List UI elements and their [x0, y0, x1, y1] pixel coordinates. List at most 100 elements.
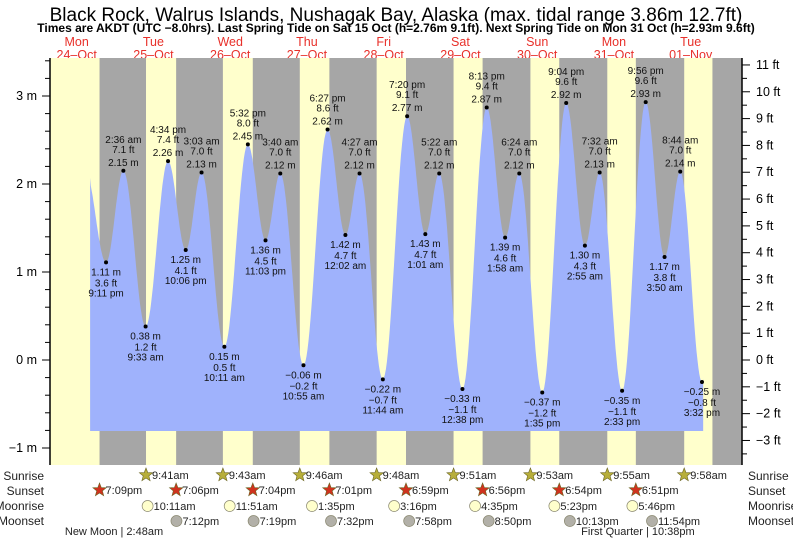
low-tide-point	[699, 380, 704, 384]
tide-time-label: 12:38 pm	[442, 415, 484, 426]
left-axis-label: −1 m	[9, 441, 37, 455]
tide-m-label: 2.26 m	[153, 148, 184, 159]
tide-ft-label: 7.4 ft	[157, 135, 179, 146]
moonrise-icon	[548, 500, 561, 512]
sunrise-time: 9:46am	[306, 470, 343, 482]
tide-time-label: 10:06 pm	[165, 276, 207, 287]
tide-m-label: 1.42 m	[330, 240, 361, 251]
tide-ft-label: 9.1 ft	[396, 90, 418, 101]
sunset-icon	[245, 482, 261, 497]
plot-area: 1.11 m3.6 ft9:11 pm 2:36 am7.1 ft 2.15 m 0.…	[50, 58, 742, 465]
tide-m-label: 1.30 m	[570, 251, 601, 262]
tide-time-label: 6:24 am	[501, 137, 537, 148]
high-tide-point	[357, 171, 362, 176]
tide-m-label: 1.25 m	[170, 255, 201, 266]
tide-time-label: 9:11 pm	[88, 288, 123, 299]
tide-m-label: 1.11 m	[91, 267, 121, 278]
tide-ft-label: −1.1 ft	[608, 407, 636, 418]
moonset-icon	[247, 515, 260, 527]
sunrise-icon	[599, 467, 615, 482]
high-tide-point	[325, 127, 330, 132]
tide-ft-label: 8.0 ft	[237, 118, 259, 129]
sunrise-time: 9:58am	[690, 470, 727, 482]
row-label-left: Sunrise	[3, 469, 44, 483]
tide-ft-label: 8.6 ft	[316, 103, 338, 114]
tide-m-label: 2.12 m	[504, 160, 535, 171]
high-tide-point	[597, 170, 602, 175]
moonset-time: 8:50pm	[495, 516, 532, 528]
tide-m-label: 0.38 m	[130, 332, 161, 343]
right-axis-label: 3 ft	[756, 273, 774, 287]
sunset-time: 7:01pm	[335, 485, 372, 497]
right-axis-label: −3 ft	[756, 433, 781, 447]
tide-time-label: 3:32 pm	[684, 408, 720, 419]
tide-time-label: 10:55 am	[283, 391, 325, 402]
row-label-left: Moonrise	[0, 499, 44, 513]
tide-time-label: 1:35 pm	[524, 419, 560, 430]
sunset-time: 7:09pm	[106, 485, 143, 497]
tide-time-label: 5:32 pm	[230, 108, 266, 119]
tide-time-label: 8:13 pm	[469, 71, 505, 82]
tide-ft-label: −1.2 ft	[528, 409, 556, 420]
moonrise-icon	[223, 500, 236, 512]
tide-time-label: 2:55 am	[567, 272, 603, 283]
moonrise-time: 4:35pm	[481, 501, 518, 513]
sunset-icon	[551, 482, 567, 497]
axes: 3 m 2 m 1 m 0 m −1 m 11 ft 10 ft 9 ft 8 ft 7 ft 6 …	[9, 58, 781, 465]
high-tide-point	[437, 171, 442, 176]
sunset-icon	[168, 482, 184, 497]
tide-m-label: 2.92 m	[551, 90, 582, 101]
day-label-weekday: Sat	[451, 35, 470, 49]
tide-time-label: 3:50 am	[646, 283, 682, 294]
tide-ft-label: 4.6 ft	[494, 254, 516, 265]
chart-subtitle: Times are AKDT (UTC −8.0hrs). Last Sprin…	[37, 21, 754, 35]
tide-ft-label: 7.0 ft	[190, 147, 212, 158]
tide-time-label: 9:56 pm	[628, 66, 664, 77]
moonset-icon	[646, 515, 658, 527]
right-axis-label: 10 ft	[756, 85, 781, 99]
sunset-time: 6:54pm	[565, 485, 602, 497]
moonset-time: 7:32pm	[337, 516, 374, 528]
tide-time-label: 1:58 am	[487, 264, 523, 275]
left-axis-label: 1 m	[16, 265, 37, 279]
moonset-time: 10:13pm	[576, 516, 619, 528]
high-tide-point	[278, 171, 283, 176]
tide-ft-label: 0.5 ft	[213, 363, 235, 374]
row-label-right: Sunrise	[748, 469, 789, 483]
right-axis-label: 8 ft	[756, 138, 774, 152]
tide-ft-label: 4.7 ft	[414, 250, 436, 261]
tide-ft-label: 7.0 ft	[589, 147, 611, 158]
row-label-right: Moonrise	[748, 499, 793, 513]
low-tide-point	[582, 243, 587, 248]
right-axis-label: −1 ft	[756, 380, 781, 394]
sunset-time: 7:04pm	[259, 485, 296, 497]
right-axis-label: 9 ft	[756, 112, 774, 126]
sunset-time: 7:06pm	[182, 485, 219, 497]
high-tide-point	[245, 142, 250, 147]
high-tide-point	[484, 105, 489, 110]
tide-m-label: 2.13 m	[584, 160, 615, 171]
right-axis-label: 4 ft	[756, 246, 774, 260]
right-axis-label: 1 ft	[756, 326, 774, 340]
low-tide-point	[104, 260, 109, 265]
tide-m-label: −0.22 m	[365, 384, 401, 395]
tide-ft-label: −0.8 ft	[688, 398, 716, 409]
sunrise-time: 9:55am	[613, 470, 650, 482]
tide-time-label: 7:20 pm	[389, 80, 425, 91]
tide-ft-label: 9.4 ft	[476, 81, 498, 92]
low-tide-point	[460, 387, 465, 392]
tide-time-label: 2:33 pm	[604, 417, 640, 428]
sunrise-time: 9:51am	[460, 470, 497, 482]
moonset-icon	[403, 515, 416, 527]
tide-time-label: 11:03 pm	[245, 266, 286, 277]
right-axis-label: −2 ft	[756, 407, 781, 421]
day-label-weekday: Thu	[296, 35, 318, 49]
row-label-left: Moonset	[0, 514, 45, 528]
tide-ft-label: 9.6 ft	[555, 77, 577, 88]
tide-m-label: −0.33 m	[444, 394, 480, 405]
right-axis-label: 2 ft	[756, 299, 774, 313]
high-tide-point	[678, 169, 683, 174]
high-tide-point	[517, 171, 522, 176]
tide-m-label: 1.36 m	[250, 245, 281, 256]
